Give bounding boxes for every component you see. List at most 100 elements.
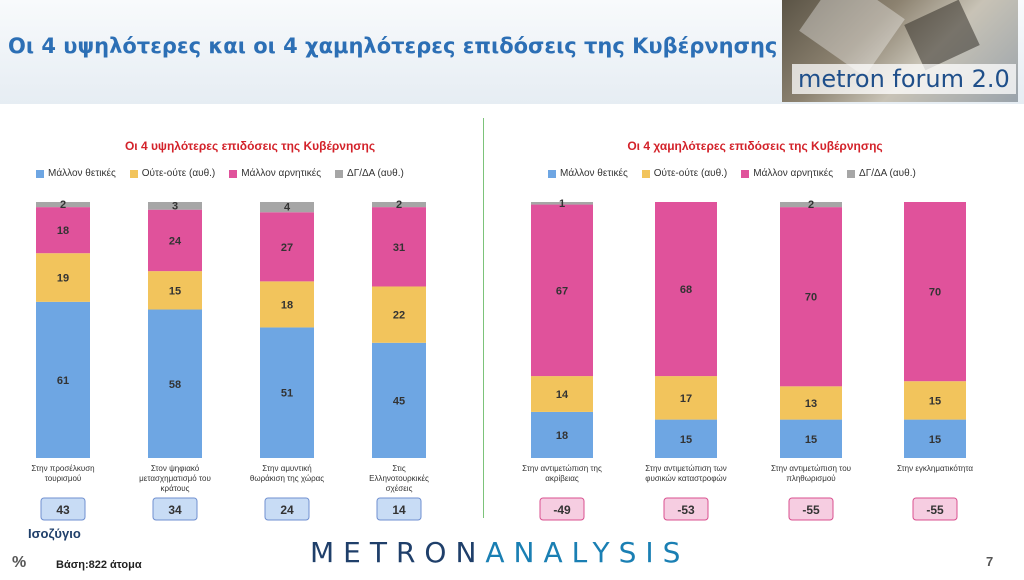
data-label: 58 [169,379,181,391]
bar-segment [531,411,593,458]
bar-segment [531,202,593,205]
data-label: 19 [57,273,69,285]
bar-segment [372,202,426,208]
bar-segment [36,202,90,208]
legend-label: Μάλλον αρνητικές [241,168,322,179]
legend-item: Ούτε-ούτε (αυθ.) [641,168,728,179]
balance-value: -53 [677,503,695,517]
bar-segment [260,281,314,328]
data-label: 68 [680,284,692,296]
legend-swatch [847,169,856,178]
bar-segment [655,202,717,377]
bar-segment [780,207,842,387]
category-label: Στην αντιμετώπιση του [771,464,851,473]
bar-segment [372,207,426,287]
legend-swatch [641,169,650,178]
data-label: 1 [559,198,565,210]
data-label: 27 [281,242,293,254]
balance-box [40,497,86,521]
data-label: 22 [393,310,405,322]
legend-item: ΔΓ/ΔΑ (αυθ.) [847,168,916,179]
data-label: 15 [680,434,692,446]
legend-label: ΔΓ/ΔΑ (αυθ.) [859,168,916,179]
legend-swatch [741,169,750,178]
legend-swatch [129,169,138,178]
balance-value: 34 [168,503,182,517]
balance-box [788,497,834,521]
bar-segment [531,204,593,377]
logo-word-metron: METRON [310,536,486,569]
data-label: 67 [556,285,568,297]
category-label: Στην εγκληματικότητα [897,464,973,473]
legend-swatch [548,169,556,178]
data-label: 15 [929,395,941,407]
data-label: 70 [929,287,941,299]
legend-item: ΔΓ/ΔΑ (αυθ.) [335,168,404,179]
left-legend: Μάλλον θετικές Ούτε-ούτε (αυθ.) Μάλλον α… [36,168,418,179]
category-label: πληθωρισμού [786,474,835,483]
data-label: 18 [556,430,568,442]
legend-label: Ούτε-ούτε (αυθ.) [141,168,216,179]
category-label: Στην αντιμετώπιση της [522,464,602,473]
category-label: φυσικών καταστροφών [645,474,726,483]
category-label: Στην αντιμετώπιση των [645,464,727,473]
bar-segment [260,212,314,282]
balance-box [539,497,585,521]
bar-segment [904,419,966,458]
legend-label: ΔΓ/ΔΑ (αυθ.) [347,168,404,179]
data-label: 18 [281,299,293,311]
data-label: 2 [60,199,66,211]
bar-segment [780,202,842,208]
data-label: 15 [805,434,817,446]
bar-segment [904,381,966,420]
data-label: 61 [57,375,69,387]
legend-item: Μάλλον αρνητικές [229,168,321,179]
legend-swatch [229,169,238,178]
category-label: μετασχηματισμό του [139,474,211,483]
balance-value: -49 [553,503,571,517]
category-label: Ελληνοτουρκικές [369,474,429,483]
left-chart-title: Οι 4 υψηλότερες επιδόσεις της Κυβέρνησης [124,139,376,153]
legend-item: Μάλλον θετικές [548,168,628,179]
data-label: 70 [805,292,817,304]
data-label: 51 [281,388,293,400]
right-legend: Μάλλον θετικές Ούτε-ούτε (αυθ.) Μάλλον α… [548,168,930,179]
category-label: τουρισμού [45,474,82,483]
bar-segment [372,286,426,343]
data-label: 14 [556,389,569,401]
bar-segment [260,327,314,458]
bar-segment [148,271,202,310]
page-number: 7 [986,554,994,569]
base-text: Βάση:822 άτομα [56,559,142,571]
balance-value: 14 [392,503,406,517]
legend-item: Ούτε-ούτε (αυθ.) [129,168,216,179]
forum-logo: metron forum 2.0 [782,0,1018,102]
category-label: θωράκιση της χώρας [250,474,324,483]
data-label: 15 [929,434,941,446]
balance-box [264,497,310,521]
page-title: Οι 4 υψηλότερες και οι 4 χαμηλότερες επι… [8,34,778,58]
data-label: 4 [284,202,291,214]
bar-segment [780,419,842,458]
bar-segment [780,386,842,420]
balance-value: 43 [56,503,70,517]
category-label: κράτους [161,484,190,493]
bar-segment [531,376,593,412]
bar-segment [904,202,966,382]
legend-label: Μάλλον θετικές [560,168,628,179]
legend-swatch [335,169,344,178]
bar-segment [36,207,90,254]
bar-segment [260,202,314,213]
legend-label: Μάλλον αρνητικές [753,168,834,179]
category-label: Στην αμυντική [262,464,311,473]
right-chart-title: Οι 4 χαμηλότερες επιδόσεις της Κυβέρνηση… [627,139,883,153]
data-label: 31 [393,242,405,254]
balance-box [912,497,958,521]
balance-value: -55 [802,503,820,517]
bar-segment [148,202,202,210]
percent-icon: % [12,554,27,571]
category-label: Στον ψηφιακό [151,464,200,473]
panel-divider [483,118,484,518]
legend-label: Ούτε-ούτε (αυθ.) [653,168,728,179]
